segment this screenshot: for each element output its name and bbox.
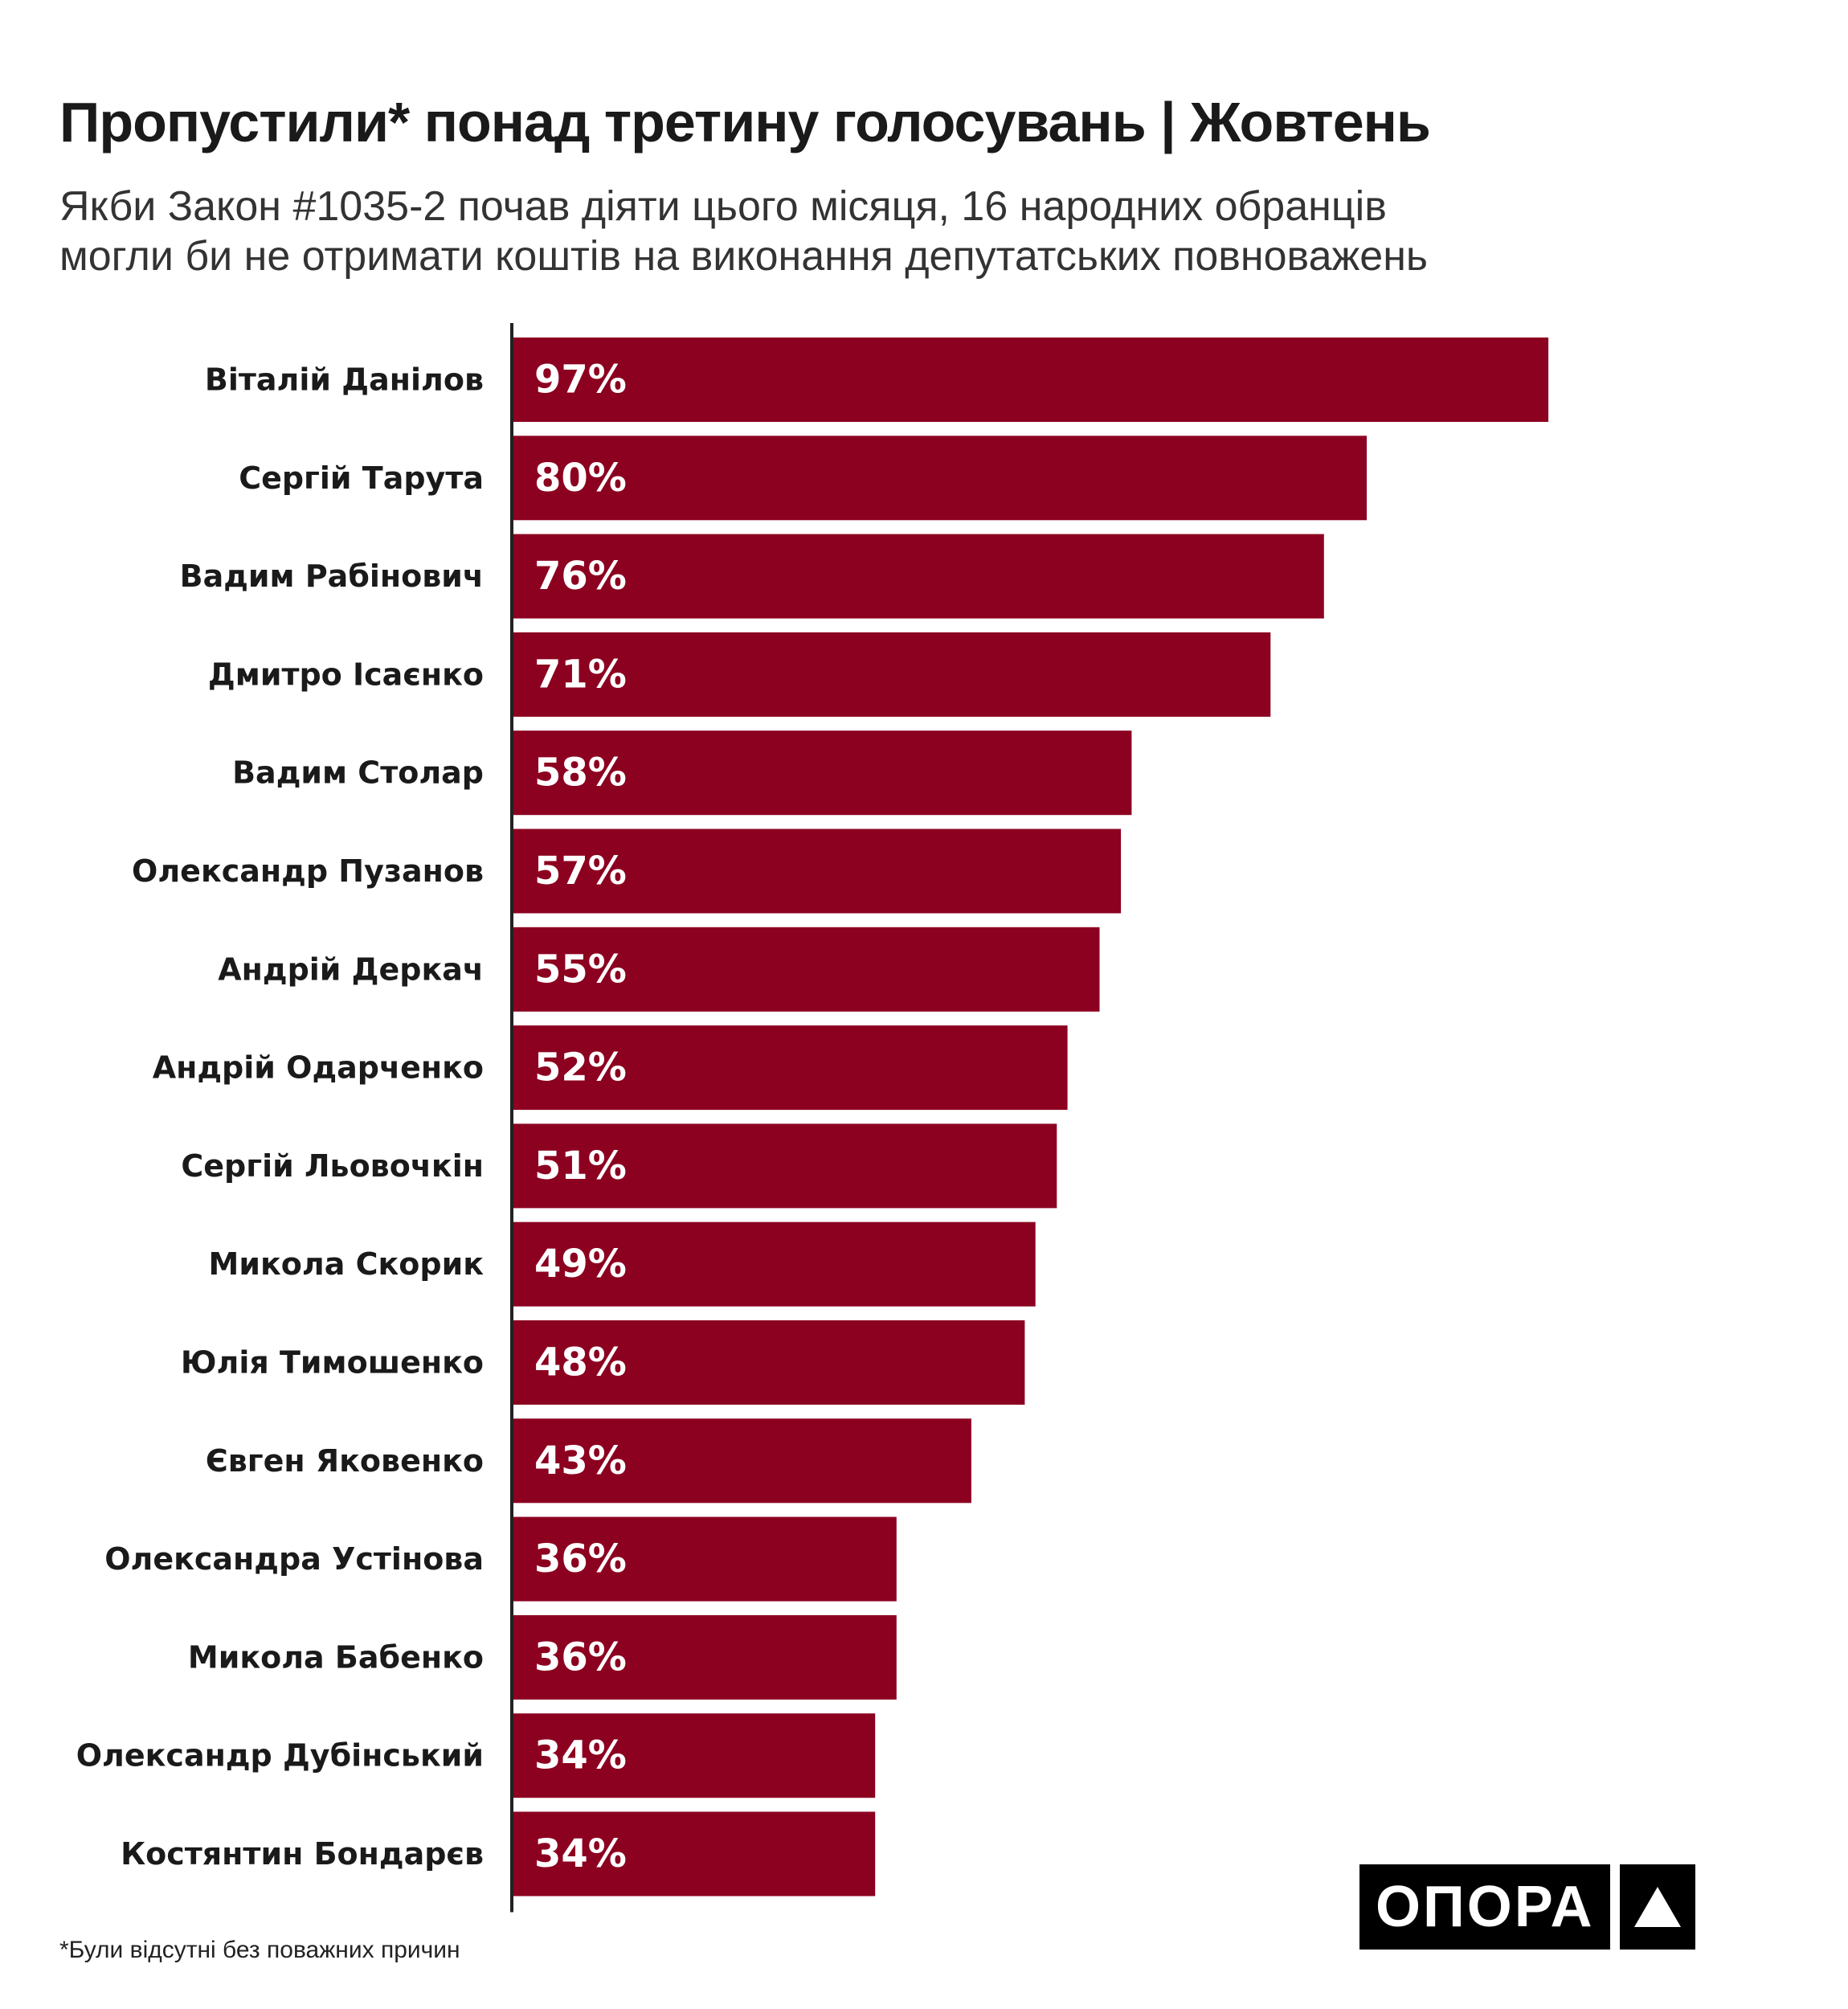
category-label: Юлія Тимошенко [181, 1345, 484, 1381]
category-label: Микола Скорик [209, 1246, 484, 1282]
category-label: Віталій Данілов [205, 362, 484, 398]
bar-value-label: 52% [534, 1045, 627, 1090]
bar [512, 1614, 897, 1700]
category-label: Сергій Льовочкін [181, 1148, 484, 1184]
category-label: Олександр Пузанов [132, 853, 484, 889]
bar-value-label: 34% [534, 1733, 627, 1778]
bar-value-label: 36% [534, 1536, 627, 1581]
bar [512, 1516, 897, 1602]
bar [512, 436, 1367, 521]
opora-logo: ОПОРА [1359, 1864, 1696, 1950]
footnote: *Були відсутні без поважних причин [59, 1937, 460, 1963]
bar [512, 1320, 1025, 1405]
bar [512, 1123, 1057, 1209]
category-label: Євген Яковенко [206, 1443, 484, 1479]
bar [512, 1811, 876, 1896]
bar-value-label: 34% [534, 1831, 627, 1876]
category-label: Костянтин Бондарєв [121, 1836, 484, 1872]
category-label: Дмитро Ісаєнко [208, 657, 484, 692]
bar [512, 1025, 1068, 1111]
bar-value-label: 49% [534, 1242, 627, 1287]
bar-value-label: 36% [534, 1635, 627, 1680]
bar-value-label: 71% [534, 652, 627, 697]
bar [512, 730, 1132, 816]
category-label: Олександра Устінова [104, 1541, 484, 1577]
bar-value-label: 80% [534, 456, 627, 501]
category-label: Андрій Деркач [218, 951, 484, 987]
category-label: Сергій Тарута [239, 460, 484, 496]
bar [512, 829, 1122, 914]
category-label: Вадим Столар [232, 755, 484, 791]
category-label: Андрій Одарченко [153, 1050, 484, 1086]
category-label: Олександр Дубінський [76, 1738, 484, 1774]
bar-value-label: 48% [534, 1340, 627, 1385]
bar-value-label: 43% [534, 1438, 627, 1483]
bar-value-label: 57% [534, 849, 627, 894]
bar-value-label: 76% [534, 554, 627, 599]
bar-value-label: 55% [534, 947, 627, 992]
bar [512, 1418, 971, 1504]
bar-value-label: 58% [534, 751, 627, 796]
chart-title: Пропустили* понад третину голосувань | Ж… [59, 91, 1431, 153]
bar [512, 338, 1549, 422]
logo-text: ОПОРА [1359, 1864, 1611, 1950]
bar [512, 1221, 1036, 1307]
bar [512, 534, 1324, 619]
bar [512, 632, 1271, 717]
bar-value-label: 97% [534, 358, 627, 403]
bar [512, 1713, 876, 1798]
bar-value-label: 51% [534, 1144, 627, 1189]
chart-subtitle: Якби Закон #1035-2 почав діяти цього міс… [59, 183, 1428, 280]
category-label: Вадим Рабінович [180, 559, 484, 594]
bar-chart: 97% Віталій Данілов 80% Сергій Тарута 76% Вад… [76, 323, 1549, 1913]
bar [512, 927, 1100, 1012]
triangle-icon [1620, 1864, 1696, 1950]
category-label: Микола Бабенко [188, 1639, 484, 1675]
